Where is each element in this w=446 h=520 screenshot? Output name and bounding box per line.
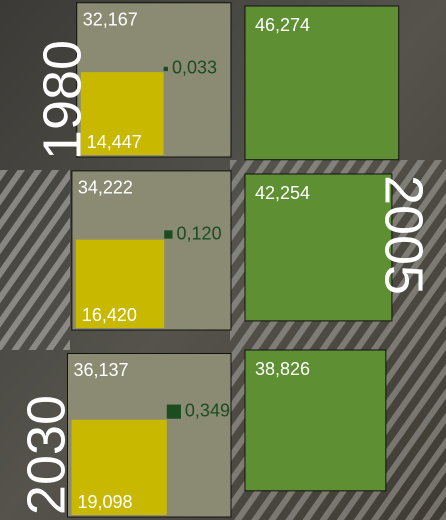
value-label: 46,274 <box>255 15 310 35</box>
value-label: 0,349 <box>185 400 230 420</box>
green-square <box>244 349 387 492</box>
year-label: 1980 <box>32 40 92 160</box>
value-label: 19,098 <box>77 492 132 512</box>
value-label: 14,447 <box>87 132 142 152</box>
green-square <box>244 173 393 322</box>
value-label: 0,120 <box>177 223 222 243</box>
year-label: 2030 <box>16 395 76 515</box>
background-texture <box>0 170 70 350</box>
small-square <box>164 230 173 239</box>
value-label: 36,137 <box>73 360 128 380</box>
value-label: 42,254 <box>255 183 310 203</box>
value-label: 38,826 <box>255 359 310 379</box>
value-label: 16,420 <box>82 305 137 325</box>
value-label: 34,222 <box>78 178 133 198</box>
green-square <box>244 5 400 161</box>
small-square <box>166 404 181 419</box>
part-square <box>80 72 164 155</box>
part-square <box>71 419 167 515</box>
marks: 32,167 14,447 0,033 46,274 34,222 16,420 0,120… <box>66 2 400 518</box>
year-label: 2005 <box>374 175 434 295</box>
small-square <box>163 66 168 72</box>
value-label: 32,167 <box>83 9 138 29</box>
part-square <box>75 239 165 328</box>
value-label: 0,033 <box>172 58 217 78</box>
